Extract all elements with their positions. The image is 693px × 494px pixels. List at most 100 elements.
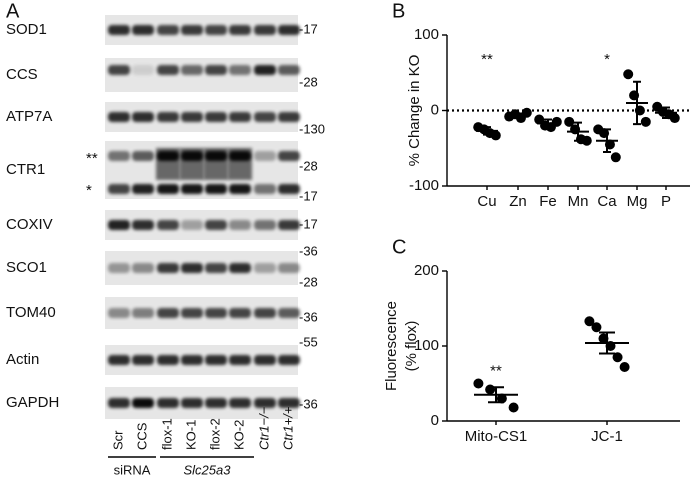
band	[229, 308, 251, 318]
mw-marker: -28	[299, 74, 318, 89]
mw-marker: -36	[299, 309, 318, 324]
band	[108, 184, 130, 194]
band	[157, 184, 179, 194]
band	[254, 112, 276, 122]
protein-label: TOM40	[6, 304, 56, 321]
mw-marker: -17	[299, 216, 318, 231]
band	[278, 151, 300, 161]
band	[181, 65, 203, 75]
band	[229, 184, 251, 194]
band	[229, 398, 251, 408]
data-point	[508, 402, 519, 413]
band	[108, 398, 130, 408]
protein-label: CCS	[6, 66, 38, 83]
band	[254, 151, 276, 161]
y-tick-label: 0	[431, 412, 439, 429]
error-bar	[603, 128, 611, 154]
protein-label: SOD1	[6, 21, 47, 38]
band	[132, 151, 154, 161]
mw-marker: -130	[299, 121, 325, 136]
band	[229, 355, 251, 365]
band	[254, 184, 276, 194]
data-point	[473, 378, 484, 389]
band	[278, 25, 300, 35]
error-bar	[488, 386, 504, 404]
band	[229, 65, 251, 75]
significance: **	[481, 51, 493, 68]
smear	[204, 148, 228, 180]
band	[229, 263, 251, 273]
lane-label: KO-1	[183, 420, 198, 450]
band	[254, 398, 276, 408]
band	[132, 184, 154, 194]
data-point	[551, 116, 562, 127]
protein-label: Actin	[6, 351, 39, 368]
panel-letter: C	[392, 236, 406, 258]
band	[205, 398, 227, 408]
y-axis-label: (% flox)	[403, 321, 420, 372]
x-tick-label: Mito-CS1	[465, 428, 528, 445]
lane-label: Ctr1−/−	[256, 406, 271, 450]
y-tick-label: 100	[414, 337, 439, 354]
lane-label: Ctr1+/+	[280, 406, 295, 450]
band	[132, 112, 154, 122]
band	[229, 112, 251, 122]
band	[108, 355, 130, 365]
band	[157, 220, 179, 230]
group-label: siRNA	[114, 462, 151, 477]
band-annotation: **	[86, 150, 98, 167]
smear	[180, 148, 204, 180]
band	[254, 308, 276, 318]
band	[205, 263, 227, 273]
band	[205, 112, 227, 122]
mw-marker: -28	[299, 158, 318, 173]
band	[157, 112, 179, 122]
y-axis-label: Fluorescence	[383, 301, 400, 391]
y-axis-label: % Change in KO	[406, 55, 423, 167]
band	[157, 308, 179, 318]
data-point	[564, 116, 575, 127]
band	[157, 398, 179, 408]
band	[108, 220, 130, 230]
band	[278, 184, 300, 194]
mw-marker: -36	[299, 243, 318, 258]
data-point	[669, 113, 680, 124]
band	[205, 355, 227, 365]
error-bar	[574, 121, 582, 142]
mw-marker: -55	[299, 334, 318, 349]
x-tick-label: Zn	[509, 193, 527, 210]
band	[108, 263, 130, 273]
panel-letter: A	[6, 0, 20, 22]
band	[254, 263, 276, 273]
x-tick-label: Mn	[568, 193, 589, 210]
x-tick-label: JC-1	[591, 428, 623, 445]
lane-label: flox-2	[207, 418, 222, 450]
x-tick-label: Ca	[597, 193, 617, 210]
band-annotation: *	[86, 182, 92, 199]
band	[108, 25, 130, 35]
band	[278, 308, 300, 318]
group-label: Slc25a3	[184, 462, 232, 477]
error-bar	[599, 331, 615, 355]
band	[254, 220, 276, 230]
data-point	[610, 152, 621, 163]
mw-marker: -17	[299, 21, 318, 36]
lane-label: Scr	[110, 430, 125, 450]
band	[132, 355, 154, 365]
band	[278, 65, 300, 75]
band	[278, 263, 300, 273]
smear	[228, 148, 252, 180]
protein-label: SCO1	[6, 259, 47, 276]
lane-label: flox-1	[159, 418, 174, 450]
protein-label: ATP7A	[6, 108, 52, 125]
x-tick-label: P	[661, 193, 671, 210]
protein-label: CTR1	[6, 161, 45, 178]
band	[132, 25, 154, 35]
band	[254, 355, 276, 365]
band	[278, 220, 300, 230]
band	[181, 220, 203, 230]
data-point	[485, 384, 496, 395]
band	[205, 184, 227, 194]
lane-label: CCS	[134, 422, 149, 450]
band	[205, 25, 227, 35]
